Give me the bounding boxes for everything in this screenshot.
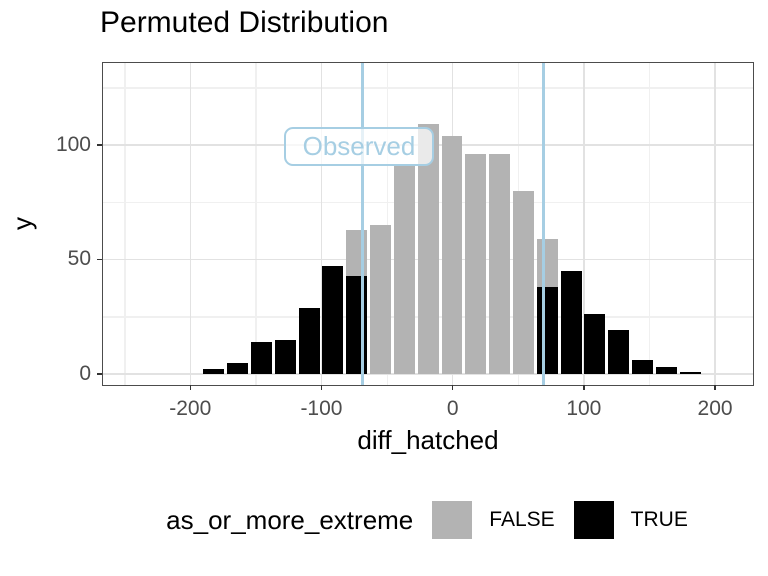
histogram-bar-false [346, 229, 368, 276]
x-axis-tick [189, 385, 191, 390]
x-tick-label: 200 [697, 397, 733, 420]
histogram-bar-true [227, 362, 249, 374]
legend-title: as_or_more_extreme [166, 504, 414, 535]
histogram-bar-true [584, 314, 606, 374]
y-axis-tick [96, 373, 102, 375]
chart-title: Permuted Distribution [100, 6, 389, 39]
gridline-x-minor [124, 63, 126, 385]
histogram-bar-false [417, 124, 439, 374]
histogram-bar-true [298, 307, 320, 374]
gridline-x-minor [648, 63, 651, 385]
plot-panel: Observed diff_hatched -200 -100 0 100 200 0 50… [56, 62, 754, 455]
x-axis-tick [714, 385, 716, 390]
histogram-bar-true [560, 270, 582, 374]
histogram-bar-false [370, 225, 391, 374]
observed-cutoff-line [541, 63, 545, 385]
histogram-bar-false [441, 135, 463, 374]
gridline-x-major [714, 63, 716, 385]
gridline-x-minor [255, 63, 257, 385]
y-tick-label: 0 [79, 362, 91, 385]
observed-cutoff-line [360, 63, 364, 385]
gridline-x-major [189, 63, 191, 385]
y-axis-tick [96, 144, 102, 146]
histogram-bar-false [465, 154, 487, 374]
legend-item-false: FALSE [432, 501, 555, 539]
gridline-x-major [320, 63, 323, 385]
histogram-bar-true [536, 286, 558, 374]
observed-annotation: Observed [284, 127, 434, 166]
gridline-y-major [103, 373, 753, 375]
legend-label-true: TRUE [630, 508, 688, 531]
histogram-bar-true [251, 341, 272, 374]
legend-item-true: TRUE [573, 501, 688, 539]
gridline-x-minor [386, 63, 389, 385]
histogram-bar-false [489, 154, 511, 374]
y-tick-label: 50 [67, 247, 91, 271]
legend: as_or_more_extreme FALSE TRUE [102, 496, 752, 544]
x-axis-tick [451, 385, 454, 390]
x-tick-label: -100 [300, 397, 343, 420]
histogram-bar-true [274, 339, 296, 374]
x-axis-tick [583, 385, 585, 390]
x-tick-label: -200 [169, 397, 212, 420]
gridline-y-minor [103, 87, 753, 89]
histogram-bar-true [679, 371, 701, 374]
x-axis-tick [320, 385, 323, 390]
y-tick-label: 100 [55, 132, 91, 156]
observed-annotation-text: Observed [302, 131, 416, 161]
histogram-bar-true [608, 330, 630, 374]
histogram-bar-true [203, 369, 225, 374]
y-axis-title: y [7, 217, 37, 230]
histogram-bar-false [513, 190, 534, 374]
gridline-x-major [583, 63, 585, 385]
histogram-bar-true [346, 275, 368, 374]
histogram-bar-true [632, 360, 653, 374]
legend-label-false: FALSE [489, 508, 555, 531]
histogram-bar-true [322, 266, 344, 374]
histogram-bar-false [393, 165, 415, 374]
legend-swatch-true [573, 501, 614, 539]
histogram-bar-true [655, 367, 677, 374]
legend-swatch-false [432, 501, 473, 539]
x-tick-label: 100 [566, 397, 602, 420]
x-axis-title: diff_hatched [357, 425, 499, 455]
y-axis-tick [96, 258, 102, 261]
histogram-bar-false [536, 238, 558, 287]
x-tick-label: 0 [446, 397, 459, 420]
